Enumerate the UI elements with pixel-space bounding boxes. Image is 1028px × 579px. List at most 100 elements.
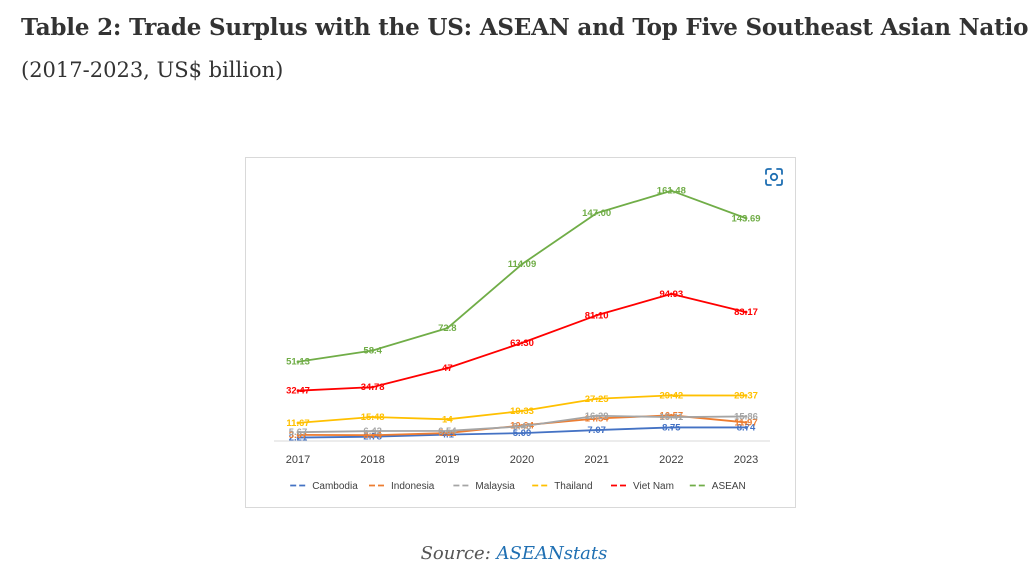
data-point-asean (744, 216, 748, 220)
page-title: Table 2: Trade Surplus with the US: ASEA… (21, 14, 1028, 41)
data-point-asean (445, 326, 449, 330)
data-point-indonesia (296, 433, 300, 437)
page-subtitle: (2017-2023, US$ billion) (21, 58, 284, 82)
data-label-viet-nam: 34.78 (361, 382, 385, 393)
data-label-cambodia: 7.07 (587, 425, 606, 436)
series-line-asean (297, 189, 747, 363)
data-point-malaysia (296, 430, 300, 434)
data-label-asean: 147.00 (582, 208, 611, 219)
legend-label-asean: ASEAN (712, 481, 746, 492)
source-prefix: Source: (420, 543, 497, 564)
data-label-malaysia: 16.29 (585, 411, 609, 422)
data-point-thailand (595, 397, 599, 401)
data-label-cambodia: 5.09 (513, 428, 532, 439)
data-label-cambodia: 2.78 (363, 432, 382, 443)
data-label-malaysia: 15.41 (659, 412, 683, 423)
data-label-thailand: 19.33 (510, 406, 534, 417)
data-label-indonesia: 11.97 (734, 417, 757, 428)
data-point-viet-nam (296, 389, 300, 393)
data-point-cambodia (595, 428, 599, 432)
data-label-asean: 143.69 (731, 213, 760, 224)
data-label-thailand: 15.48 (361, 412, 385, 423)
data-point-indonesia (595, 417, 599, 420)
x-tick-label: 2021 (584, 454, 608, 466)
data-point-malaysia (445, 429, 449, 433)
data-label-cambodia: 4.1 (441, 430, 455, 441)
data-label-thailand: 11.67 (286, 418, 309, 429)
data-label-indonesia: 14.54 (585, 413, 609, 424)
data-label-thailand: 27.25 (585, 394, 609, 405)
data-point-viet-nam (520, 341, 524, 345)
data-point-viet-nam (669, 292, 673, 296)
data-point-cambodia (744, 426, 748, 429)
data-point-asean (520, 262, 524, 266)
data-point-malaysia (595, 414, 599, 418)
legend-label-malaysia: Malaysia (475, 481, 515, 492)
data-label-indonesia: 5.11 (438, 428, 457, 439)
data-label-asean: 72.8 (438, 323, 457, 334)
x-tick-label: 2017 (286, 454, 310, 466)
data-label-thailand: 14 (442, 414, 453, 425)
data-point-asean (371, 349, 375, 352)
x-tick-label: 2023 (734, 454, 758, 466)
data-label-viet-nam: 47 (442, 363, 453, 374)
data-point-thailand (744, 394, 748, 397)
data-point-viet-nam (445, 366, 449, 370)
data-point-thailand (371, 415, 375, 419)
data-point-thailand (296, 421, 300, 425)
x-tick-label: 2019 (435, 454, 459, 466)
data-label-thailand: 29.42 (659, 390, 683, 401)
data-point-viet-nam (371, 385, 375, 389)
legend-label-thailand: Thailand (554, 481, 592, 492)
data-point-viet-nam (744, 310, 748, 314)
data-label-viet-nam: 32.47 (286, 386, 310, 397)
legend-label-viet-nam: Viet Nam (633, 481, 674, 492)
data-point-asean (296, 360, 300, 364)
data-point-indonesia (371, 433, 375, 437)
data-label-asean: 58.4 (363, 345, 382, 356)
data-point-malaysia (520, 424, 524, 428)
data-point-cambodia (296, 436, 300, 439)
data-point-cambodia (520, 431, 524, 435)
data-label-viet-nam: 94.93 (659, 289, 683, 300)
data-point-malaysia (744, 415, 748, 418)
data-label-malaysia: 9.43 (513, 421, 532, 432)
data-point-asean (669, 189, 673, 193)
data-label-asean: 161.48 (657, 186, 686, 197)
data-label-malaysia: 5.67 (289, 427, 308, 438)
data-label-cambodia: 2.21 (289, 433, 308, 444)
data-point-asean (595, 211, 599, 215)
data-point-thailand (445, 417, 449, 421)
data-label-viet-nam: 81.10 (585, 310, 609, 321)
data-point-indonesia (445, 431, 449, 435)
data-point-indonesia (744, 421, 748, 424)
source-link[interactable]: ASEANstats (496, 543, 608, 564)
data-point-thailand (669, 393, 673, 397)
data-label-cambodia: 8.75 (662, 422, 681, 433)
x-tick-label: 2020 (510, 454, 534, 466)
data-label-cambodia: 8.74 (737, 422, 756, 433)
data-point-thailand (520, 409, 524, 413)
data-point-viet-nam (595, 313, 599, 317)
data-label-indonesia: 3.74 (363, 430, 382, 441)
data-label-malaysia: 15.86 (734, 411, 758, 422)
legend-label-cambodia: Cambodia (312, 481, 358, 492)
data-label-viet-nam: 63.30 (510, 338, 534, 349)
data-label-malaysia: 6.54 (438, 426, 457, 437)
data-point-malaysia (669, 415, 673, 419)
data-label-asean: 51.13 (286, 357, 310, 368)
x-tick-label: 2022 (659, 454, 683, 466)
data-label-asean: 114.09 (508, 259, 537, 270)
focus-expand-icon[interactable] (762, 165, 786, 189)
data-point-malaysia (371, 429, 375, 433)
x-tick-label: 2018 (360, 454, 384, 466)
chart-container: 2017 2018 2019 2020 2021 2022 2023 2.21 2.78 4.1 5… (245, 157, 796, 508)
data-label-viet-nam: 83.17 (734, 307, 758, 318)
data-label-thailand: 29.37 (734, 390, 758, 401)
legend-label-indonesia: Indonesia (391, 481, 435, 492)
source-line: Source: ASEANstats (0, 543, 1028, 564)
data-label-indonesia: 3.97 (289, 430, 308, 441)
data-label-malaysia: 6.42 (363, 426, 382, 437)
data-point-cambodia (669, 426, 673, 429)
